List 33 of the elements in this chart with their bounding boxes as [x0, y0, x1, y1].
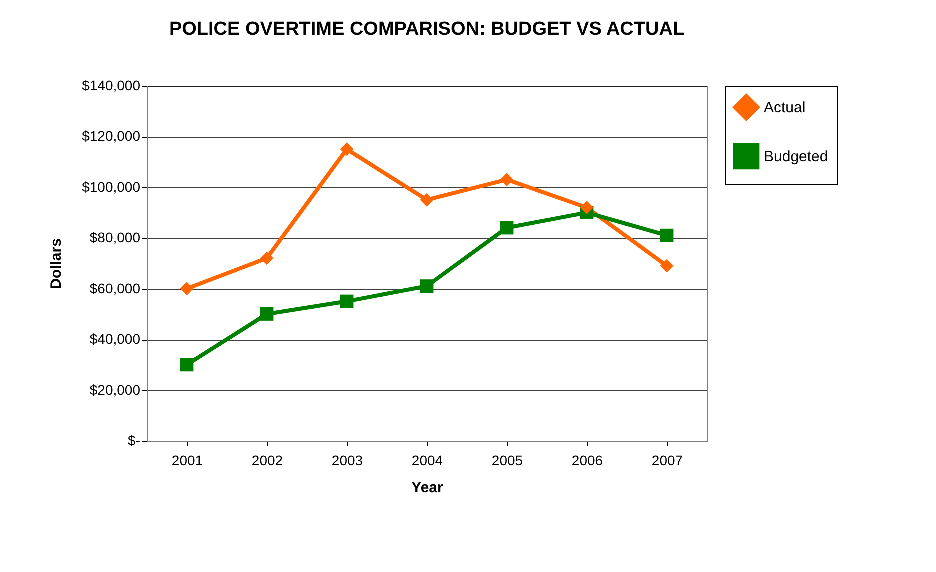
y-tick-label: $-	[128, 432, 141, 448]
y-tick-label: $60,000	[90, 280, 141, 296]
point	[500, 221, 514, 235]
point	[340, 294, 354, 308]
x-tick-label: 2004	[412, 452, 444, 468]
point	[660, 228, 674, 242]
x-tick-label: 2005	[492, 452, 524, 468]
point	[340, 142, 354, 156]
point	[500, 173, 514, 187]
y-tick-label: $40,000	[90, 331, 141, 348]
chart-title: POLICE OVERTIME COMPARISON: BUDGET VS ACTUAL	[169, 19, 685, 40]
x-axis-title: Year	[412, 480, 444, 496]
x-tick-label: 2007	[652, 452, 684, 468]
point	[420, 280, 434, 294]
x-tick-label: 2002	[252, 452, 284, 468]
x-tick-label: 2006	[572, 452, 604, 468]
point	[180, 282, 194, 296]
y-tick-label: $20,000	[90, 382, 141, 398]
y-axis-title: Dollars	[48, 238, 66, 290]
y-tick-label: $120,000	[82, 128, 141, 144]
point	[260, 308, 274, 321]
legend-label: Actual	[764, 100, 806, 116]
x-tick-label: 2001	[172, 452, 204, 468]
y-tick-label: $100,000	[82, 178, 141, 195]
y-tick-label: $80,000	[90, 230, 141, 246]
point	[420, 193, 434, 207]
legend-label: Budgeted	[764, 148, 828, 166]
point	[260, 252, 274, 266]
x-tick-label: 2003	[332, 452, 364, 468]
point	[660, 259, 674, 273]
point	[580, 201, 594, 214]
y-tick-label: $140,000	[82, 78, 141, 94]
point	[180, 358, 194, 372]
